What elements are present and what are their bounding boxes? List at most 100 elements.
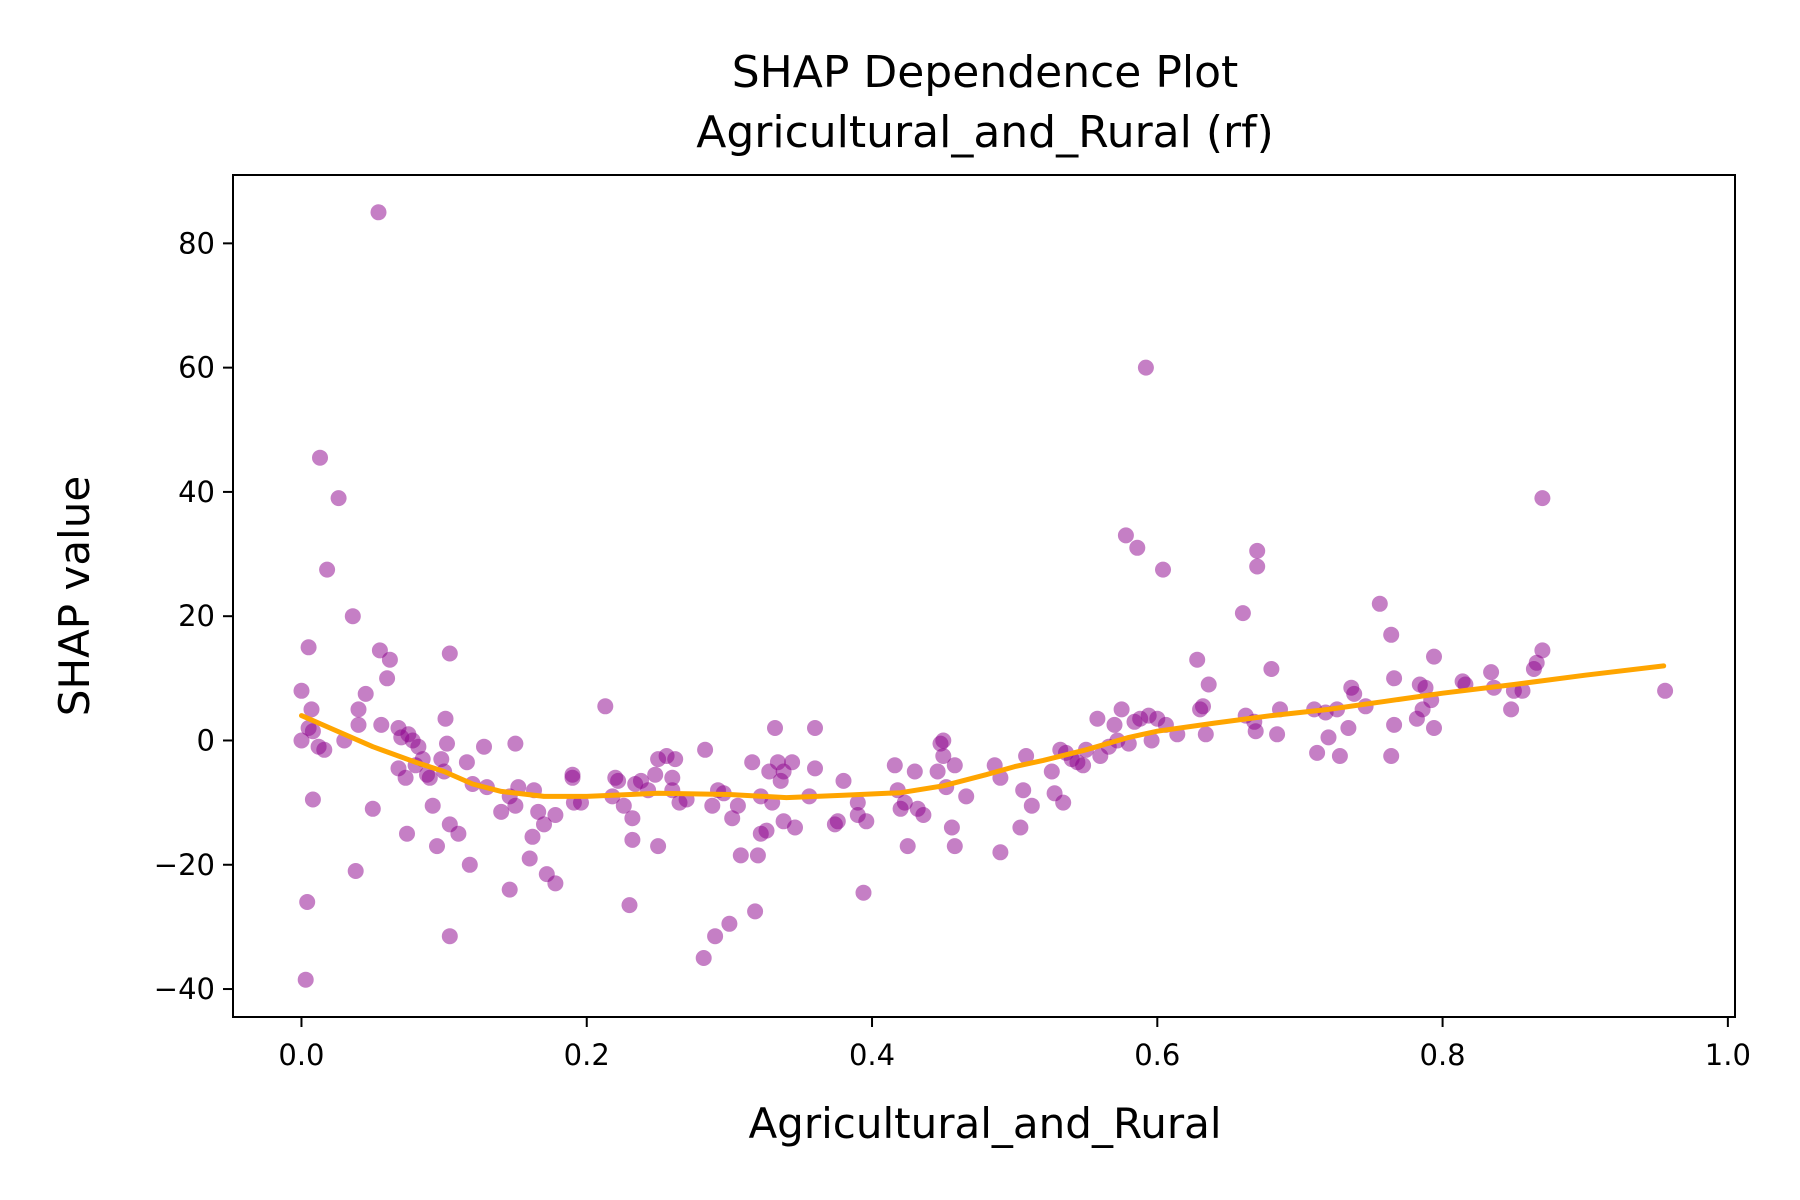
scatter-point: [521, 850, 538, 867]
scatter-point: [1528, 654, 1545, 671]
x-tick-label: 0.0: [278, 1038, 324, 1072]
trend-line-layer: [299, 663, 1667, 801]
scatter-point: [1386, 716, 1403, 733]
scatter-points: [293, 204, 1674, 988]
scatter-point: [1089, 710, 1106, 727]
scatter-point: [667, 751, 684, 768]
scatter-point: [493, 803, 510, 820]
scatter-point: [664, 769, 681, 786]
scatter-point: [564, 769, 581, 786]
x-tick-label: 0.2: [564, 1038, 610, 1072]
scatter-point: [1263, 661, 1280, 677]
scatter-point: [597, 698, 614, 715]
scatter-point: [1320, 729, 1337, 746]
scatter-point: [1018, 748, 1035, 764]
scatter-point: [958, 788, 975, 805]
scatter-point: [1249, 558, 1266, 575]
scatter-point: [319, 561, 336, 578]
scatter-point: [433, 751, 450, 768]
scatter-point: [461, 856, 478, 873]
scatter-point: [1249, 542, 1266, 559]
scatter-point: [721, 915, 738, 932]
scatter-point: [1426, 648, 1442, 665]
scatter-point: [744, 754, 761, 771]
scatter-point: [1113, 701, 1130, 718]
y-tick-label: −20: [154, 848, 215, 882]
y-tick-label: 60: [178, 351, 215, 385]
scatter-point: [370, 204, 387, 221]
scatter-point: [1346, 685, 1363, 702]
y-tick-label: 80: [178, 226, 215, 260]
scatter-point: [421, 769, 438, 786]
scatter-point: [344, 608, 361, 625]
scatter-point: [437, 710, 454, 727]
scatter-point: [886, 757, 903, 774]
scatter-point: [536, 816, 552, 833]
scatter-point: [357, 685, 374, 702]
scatter-point: [1197, 726, 1214, 743]
scatter-point: [303, 701, 320, 718]
x-tick-label: 0.4: [849, 1038, 895, 1072]
y-axis-ticks: −40 −20 0 20 40 60 80: [154, 226, 233, 1006]
scatter-point: [1383, 626, 1400, 643]
scatter-point: [297, 971, 314, 988]
scatter-point: [299, 894, 316, 910]
scatter-point: [1143, 732, 1160, 749]
y-tick-label: 40: [178, 475, 215, 509]
scatter-point: [1309, 744, 1326, 761]
scatter-point: [1043, 763, 1060, 780]
scatter-point: [312, 449, 328, 466]
scatter-point: [293, 732, 310, 749]
scatter-point: [1200, 676, 1217, 693]
scatter-point: [1023, 797, 1040, 814]
scatter-point: [1514, 682, 1531, 699]
scatter-point: [829, 813, 846, 830]
scatter-point: [458, 754, 475, 771]
scatter-point: [373, 716, 390, 733]
scatter-point: [1534, 490, 1551, 507]
scatter-point: [849, 794, 866, 811]
y-axis-label: SHAP value: [50, 476, 99, 716]
scatter-point: [929, 763, 946, 780]
scatter-point: [747, 903, 764, 920]
scatter-point: [304, 791, 321, 808]
x-tick-label: 0.8: [1420, 1038, 1466, 1072]
scatter-point: [784, 754, 801, 771]
scatter-point: [1534, 642, 1551, 659]
scatter-point: [1340, 720, 1357, 736]
scatter-point: [441, 645, 458, 662]
scatter-point: [946, 838, 963, 855]
scatter-point: [1012, 819, 1029, 836]
scatter-point: [316, 741, 333, 758]
scatter-point: [1155, 561, 1171, 578]
scatter-point: [1503, 701, 1520, 718]
scatter-point: [899, 838, 916, 855]
scatter-point: [1234, 605, 1251, 622]
scatter-point: [441, 928, 458, 945]
scatter-point: [347, 863, 364, 879]
trend-line: [299, 663, 1667, 801]
scatter-point: [379, 670, 396, 687]
scatter-point: [371, 642, 388, 659]
scatter-point: [935, 748, 952, 764]
scatter-point: [724, 810, 741, 827]
scatter-point: [507, 735, 524, 752]
scatter-point: [807, 720, 823, 736]
scatter-point: [350, 716, 367, 733]
scatter-point: [915, 807, 932, 823]
scatter-point: [450, 825, 467, 842]
scatter-point: [1383, 748, 1400, 764]
scatter-point: [732, 847, 749, 864]
scatter-point: [399, 825, 415, 842]
scatter-point: [304, 723, 321, 740]
scatter-point: [476, 738, 492, 755]
scatter-point: [1055, 794, 1072, 811]
chart-title-line-2: Agricultural_and_Rural (rf): [696, 107, 1274, 158]
x-axis-ticks: 0.0 0.2 0.4 0.6 0.8 1.0: [278, 1017, 1751, 1072]
scatter-point: [704, 797, 721, 814]
scatter-point: [424, 797, 441, 814]
scatter-point: [1417, 679, 1434, 696]
scatter-point: [707, 928, 724, 945]
scatter-point: [300, 639, 317, 656]
